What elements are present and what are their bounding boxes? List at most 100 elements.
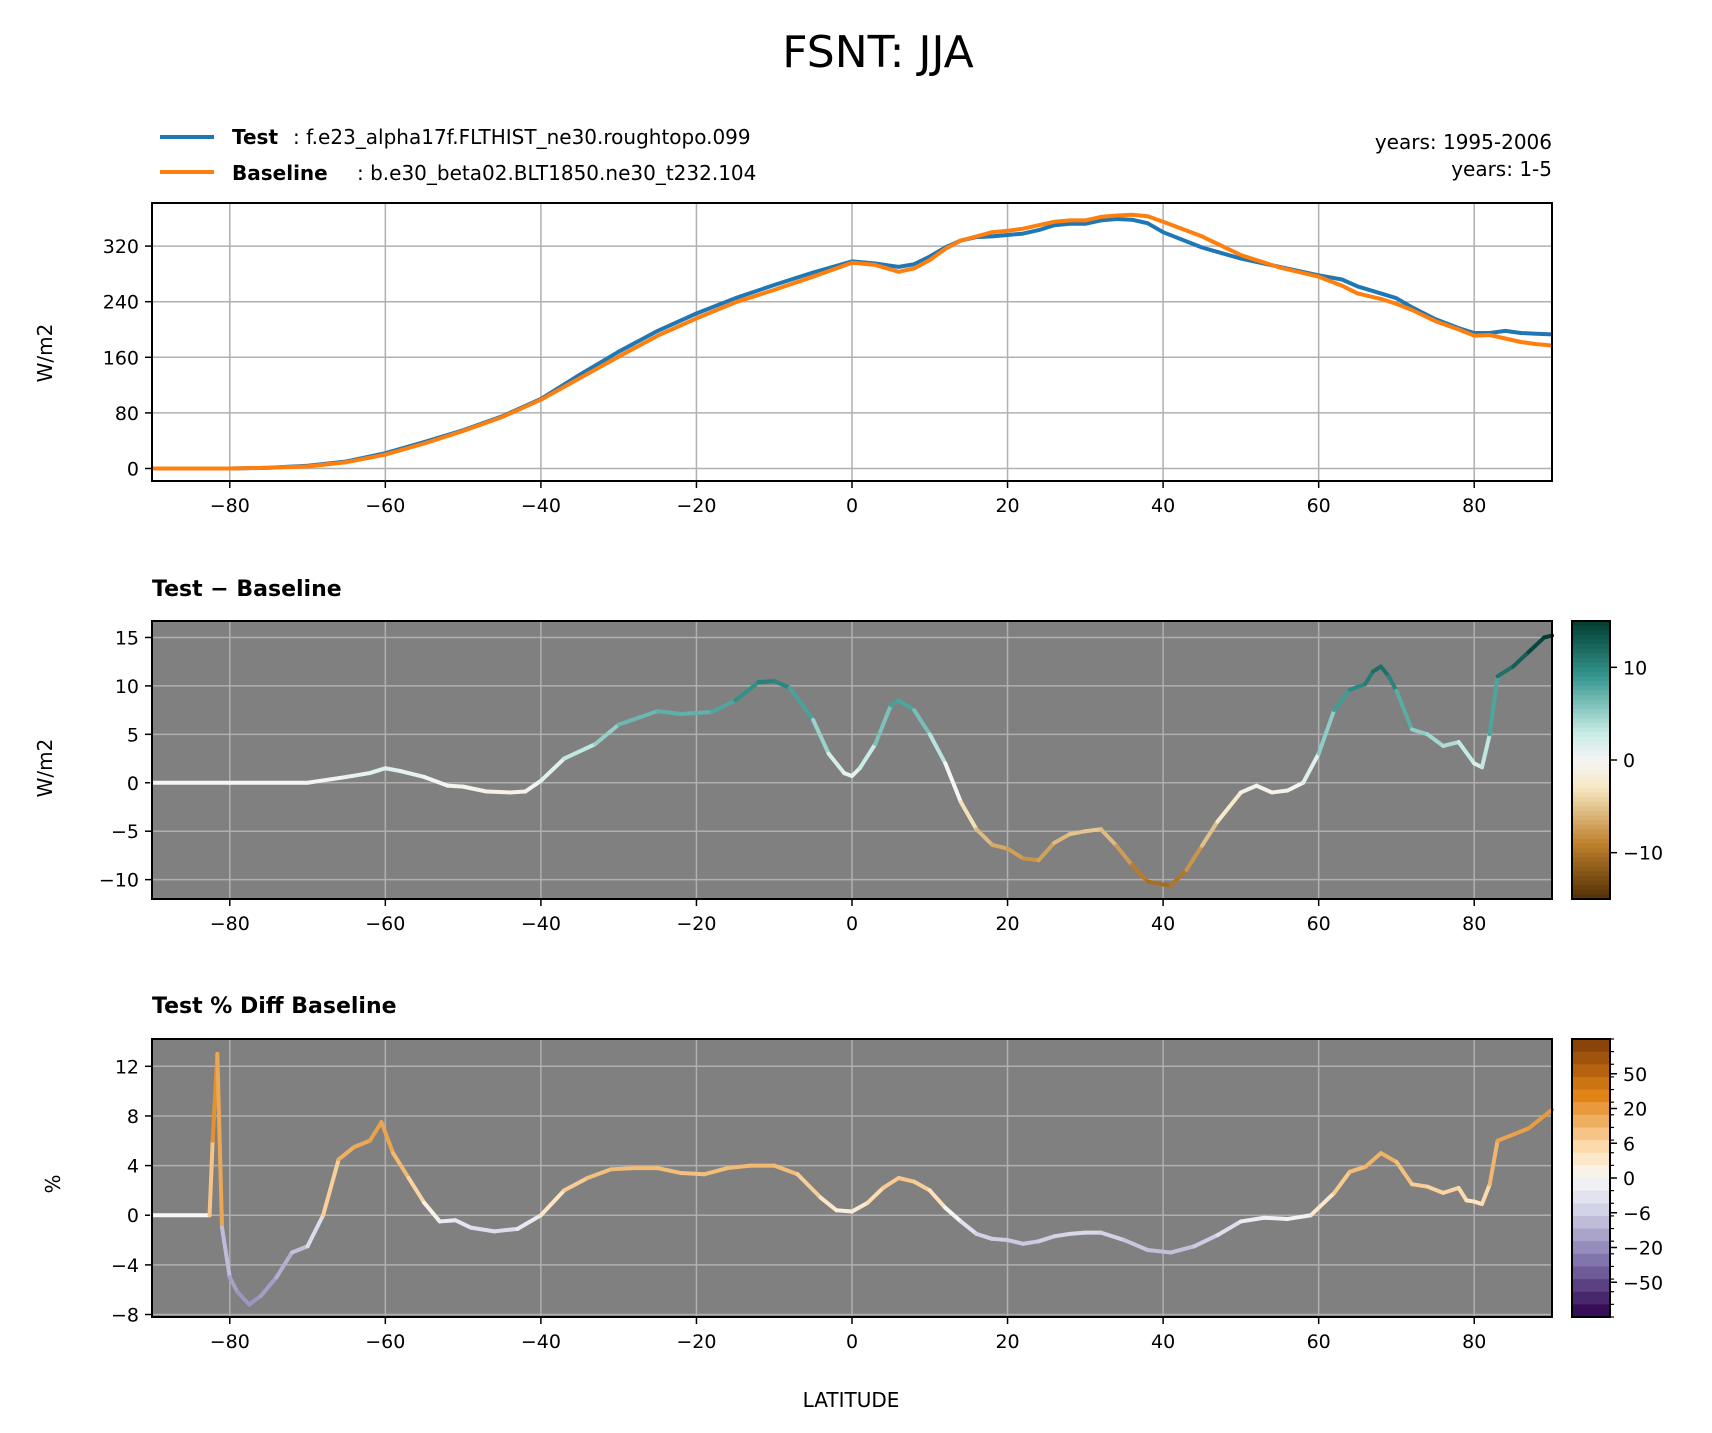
colorbar-swatch: [1572, 866, 1610, 872]
line-segment: [702, 1166, 730, 1177]
colorbar-tick-label: 0: [1623, 750, 1635, 772]
x-tick-label: 80: [1462, 913, 1486, 935]
x-tick-label: 0: [846, 495, 858, 517]
line-segment: [787, 685, 816, 722]
line-segment: [1052, 832, 1072, 845]
colorbar-swatch: [1572, 685, 1610, 692]
line-segment: [383, 766, 403, 774]
series-line-baseline: [152, 212, 1553, 471]
line-segment: [1285, 1213, 1313, 1221]
colorbar-tick-label: −20: [1623, 1238, 1663, 1260]
figure-title: FSNT: JJA: [782, 27, 974, 78]
line-segment: [772, 679, 792, 690]
colorbar-swatch: [1572, 1114, 1610, 1129]
line-segment: [1308, 1190, 1337, 1218]
colorbar-swatch: [1572, 848, 1610, 854]
line-segment: [367, 1120, 384, 1143]
line-segment: [422, 1200, 442, 1224]
line-segment: [1067, 1230, 1088, 1236]
colorbar-swatch: [1572, 718, 1610, 724]
line-segment: [616, 709, 660, 727]
line-segment: [1052, 1231, 1072, 1239]
legend-baseline-case: : b.e30_beta02.BLT1850.ne30_t232.104: [357, 161, 756, 185]
legend-baseline-label: Baseline: [232, 161, 328, 185]
colorbar-tick-label: −50: [1623, 1272, 1663, 1294]
colorbar-swatch: [1572, 755, 1610, 761]
line-segment: [1005, 1238, 1026, 1246]
colorbar-swatch: [1572, 713, 1610, 719]
line-segment: [1441, 1185, 1461, 1195]
colorbar-swatch: [1572, 797, 1610, 803]
line-segment: [1347, 1164, 1368, 1174]
colorbar-swatch: [1572, 681, 1610, 687]
line-segment: [1036, 840, 1057, 863]
y-tick-label: −5: [111, 821, 139, 843]
line-segment: [958, 800, 979, 832]
colorbar-swatch: [1572, 671, 1610, 678]
line-segment: [1487, 1138, 1500, 1187]
colorbar-swatch: [1572, 1165, 1610, 1179]
line-segment: [1487, 674, 1500, 737]
colorbar-swatch: [1572, 621, 1610, 627]
colorbar-swatch: [1572, 820, 1610, 826]
line-segment: [974, 827, 994, 847]
y-tick-label: 240: [103, 292, 139, 314]
colorbar-swatch: [1572, 1089, 1610, 1103]
panel2-ylabel: W/m2: [33, 739, 57, 798]
x-tick-label: −80: [210, 1331, 250, 1353]
line-segment: [1394, 1159, 1414, 1187]
baseline-years: years: 1-5: [1451, 157, 1552, 181]
colorbar-swatch: [1572, 829, 1610, 835]
line-segment: [678, 710, 714, 716]
colorbar-tick-label: 50: [1623, 1064, 1647, 1086]
line-segment: [453, 1218, 473, 1230]
colorbar-swatch: [1572, 894, 1610, 900]
line-segment: [850, 1200, 870, 1214]
y-tick-label: 12: [115, 1056, 139, 1078]
line-segment: [562, 1176, 590, 1193]
colorbar-swatch: [1572, 722, 1610, 729]
x-tick-label: 60: [1307, 495, 1331, 517]
line-segment: [215, 1051, 224, 1230]
line-segment: [943, 1205, 963, 1224]
colorbar-swatch: [1572, 1304, 1610, 1318]
x-tick-label: 80: [1462, 1331, 1486, 1353]
colorbar-swatch: [1572, 1203, 1610, 1217]
line-segment: [1083, 827, 1103, 834]
line-segment: [1184, 843, 1204, 872]
y-tick-label: 10: [115, 676, 139, 698]
legend: Test : f.e23_alpha17f.FLTHIST_ne30.rough…: [160, 125, 1552, 185]
colorbar-swatch: [1572, 875, 1610, 882]
line-segment: [865, 1185, 886, 1205]
colorbar-swatch: [1572, 1253, 1610, 1268]
line-segment: [1215, 1219, 1243, 1238]
colorbar-swatch: [1572, 1291, 1610, 1305]
line-segment: [1347, 681, 1368, 692]
colorbar-swatch: [1572, 834, 1610, 840]
line-segment: [608, 1166, 637, 1172]
y-tick-label: 5: [127, 724, 139, 746]
line-segment: [1130, 863, 1150, 884]
colorbar-swatch: [1572, 644, 1610, 650]
line-segment: [1316, 708, 1337, 756]
line-segment: [772, 1163, 800, 1177]
colorbar-swatch: [1572, 843, 1610, 849]
y-tick-label: 8: [127, 1106, 139, 1128]
line-segment: [1511, 1126, 1531, 1137]
colorbar-swatch: [1572, 1140, 1610, 1154]
colorbar-swatch: [1572, 1190, 1610, 1204]
line-segment: [484, 789, 512, 795]
colorbar-swatch: [1572, 625, 1610, 631]
line-segment: [927, 1188, 948, 1210]
line-segment: [756, 679, 777, 685]
colorbar-swatch: [1572, 852, 1610, 858]
colorbar-swatch: [1572, 861, 1610, 868]
x-tick-label: 40: [1151, 913, 1175, 935]
line-segment: [1456, 1185, 1469, 1203]
panel1-ylabel: W/m2: [33, 324, 57, 383]
x-tick-label: −60: [365, 1331, 405, 1353]
x-tick-label: −60: [365, 913, 405, 935]
line-segment: [990, 842, 1010, 851]
line-segment: [538, 756, 567, 783]
